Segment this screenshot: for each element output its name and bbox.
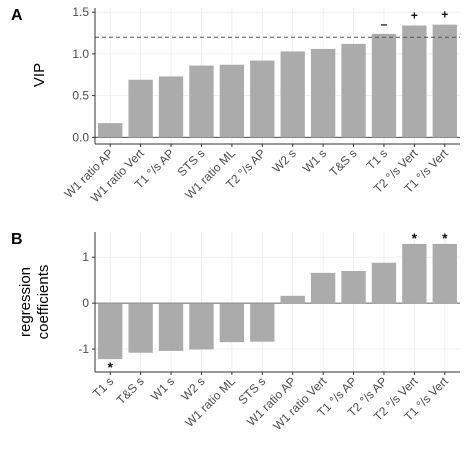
- x-tick-label: W1 s: [148, 374, 177, 403]
- bar: [371, 33, 397, 138]
- annotation-mark: *: [107, 359, 113, 375]
- x-tick-label: T1 s: [364, 146, 390, 172]
- annotation-mark: +: [411, 9, 418, 23]
- y-axis-title: VIP: [31, 63, 48, 87]
- y-axis-title-line: regression: [17, 267, 34, 337]
- bar: [432, 24, 457, 138]
- bar: [341, 271, 366, 304]
- bar: [98, 303, 123, 360]
- y-tick-label: 0: [82, 296, 89, 310]
- bar: [189, 303, 214, 350]
- bar: [371, 262, 397, 304]
- y-axis-title-line: coefficients: [35, 265, 52, 340]
- bar: [280, 51, 305, 138]
- annotation-mark: *: [442, 230, 448, 246]
- annotation-mark: *: [412, 230, 418, 246]
- y-tick-label: 0.0: [72, 130, 89, 144]
- bar: [250, 60, 275, 138]
- bar: [280, 295, 305, 304]
- bar: [341, 43, 366, 138]
- bar: [158, 303, 184, 351]
- y-tick-label: 1: [82, 250, 89, 264]
- bar: [98, 123, 123, 138]
- annotation-mark: +: [441, 8, 448, 22]
- bar: [219, 64, 245, 138]
- y-tick-label: 1.5: [72, 5, 89, 19]
- x-tick-label: W1 s: [300, 146, 329, 175]
- x-tick-label: T1 s: [90, 374, 116, 400]
- bar: [128, 303, 153, 353]
- x-tick-label: T&S s: [327, 146, 360, 179]
- bar: [189, 65, 214, 138]
- bar: [310, 272, 336, 304]
- plot-area-A: [95, 8, 460, 144]
- bar: [219, 303, 245, 343]
- y-tick-label: -1: [78, 342, 89, 356]
- bar: [250, 303, 275, 342]
- bar: [402, 243, 427, 304]
- annotation-mark: –: [381, 17, 388, 31]
- panel-label: B: [11, 231, 23, 248]
- bar: [128, 79, 153, 138]
- panel-label: A: [11, 7, 23, 24]
- x-tick-label: T&S s: [114, 374, 147, 407]
- bar: [432, 243, 457, 304]
- y-tick-label: 0.5: [72, 89, 89, 103]
- y-tick-label: 1.0: [72, 47, 89, 61]
- bar: [158, 76, 184, 138]
- x-tick-label: W2 s: [270, 146, 299, 175]
- bar: [402, 25, 427, 138]
- bar: [310, 48, 336, 138]
